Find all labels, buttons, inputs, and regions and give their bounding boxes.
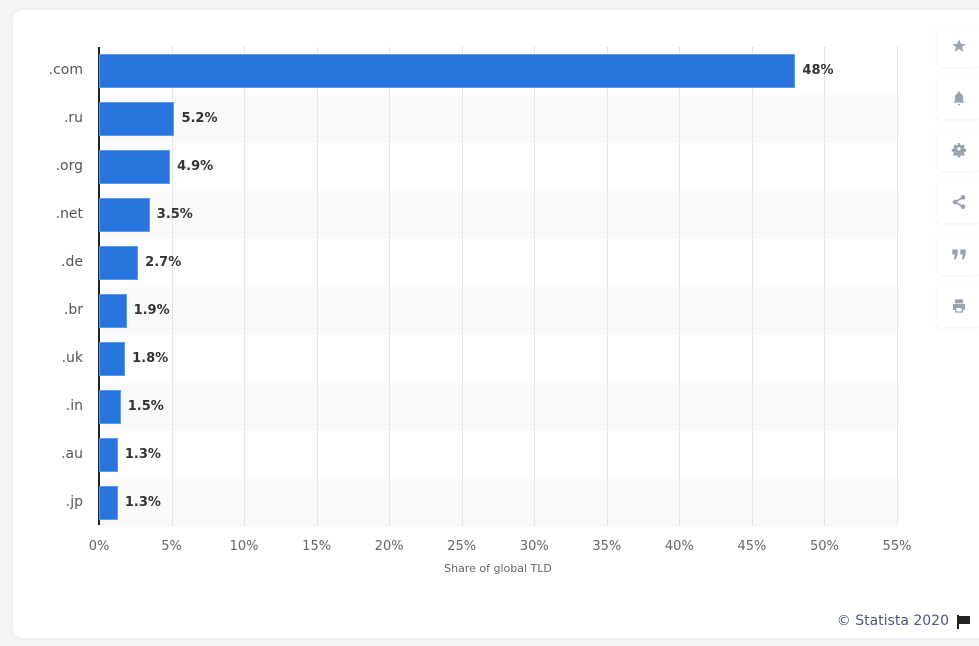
x-tick-label: 55%: [882, 539, 912, 554]
bar[interactable]: [99, 54, 796, 88]
grid-line: [606, 47, 608, 525]
x-tick-label: 50%: [810, 539, 839, 554]
star-icon: [952, 39, 966, 52]
bell-icon: [953, 91, 965, 106]
category-label: .uk: [61, 350, 83, 366]
x-tick-label: 10%: [229, 539, 259, 554]
value-label: 4.9%: [177, 159, 214, 174]
share-button[interactable]: [937, 181, 979, 223]
x-tick-label: 15%: [302, 539, 332, 554]
notification-button[interactable]: [937, 77, 979, 119]
settings-button[interactable]: [937, 129, 979, 171]
value-label: 48%: [802, 63, 834, 78]
value-label: 2.7%: [145, 255, 182, 270]
value-label: 1.3%: [124, 495, 161, 510]
bar[interactable]: [99, 198, 150, 232]
bar[interactable]: [99, 438, 118, 472]
statista-credit[interactable]: © Statista 2020: [836, 613, 949, 629]
grid-line: [679, 47, 681, 525]
share-icon: [952, 195, 966, 209]
value-label: 1.9%: [133, 303, 170, 318]
x-tick-label: 35%: [592, 539, 622, 554]
x-tick-label: 40%: [664, 539, 694, 554]
bar[interactable]: [99, 390, 121, 424]
category-label: .org: [55, 158, 83, 174]
grid-line: [171, 47, 173, 525]
quote-icon: [952, 249, 966, 260]
x-tick-label: 20%: [374, 539, 404, 554]
bar[interactable]: [99, 342, 126, 376]
row-stripe: [99, 479, 897, 527]
gear-icon: [951, 143, 967, 158]
flag-icon[interactable]: [956, 615, 972, 629]
grid-line: [751, 47, 753, 525]
category-label: .de: [61, 254, 83, 270]
value-label: 1.5%: [127, 399, 164, 414]
grid-line: [461, 47, 463, 525]
category-label: .jp: [65, 494, 83, 510]
bar[interactable]: [99, 246, 139, 280]
bar[interactable]: [99, 294, 127, 328]
favorite-button[interactable]: [937, 25, 979, 67]
row-stripe: [99, 191, 897, 239]
x-tick-label: 30%: [519, 539, 549, 554]
grid-line: [316, 47, 318, 525]
grid-line: [897, 47, 898, 525]
grid-line: [534, 47, 536, 525]
bar[interactable]: [99, 150, 171, 184]
value-label: 1.3%: [124, 447, 161, 462]
grid-line: [244, 47, 246, 525]
row-stripe: [99, 95, 897, 143]
x-axis-label: Share of global TLD: [444, 562, 552, 575]
category-label: .au: [61, 446, 83, 462]
row-stripe: [99, 287, 897, 335]
y-axis-line: [98, 47, 100, 525]
bar[interactable]: [99, 486, 118, 520]
category-label: .br: [63, 302, 83, 318]
grid-line: [389, 47, 391, 525]
x-tick-label: 25%: [447, 539, 477, 554]
category-label: .in: [65, 398, 83, 414]
value-label: 5.2%: [181, 111, 218, 126]
category-label: .com: [48, 62, 83, 78]
x-tick-label: 0%: [88, 539, 110, 554]
x-tick-label: 5%: [161, 539, 182, 554]
value-label: 1.8%: [132, 351, 169, 366]
category-label: .ru: [63, 110, 83, 126]
category-label: .net: [55, 206, 83, 222]
grid-line: [824, 47, 826, 525]
cite-button[interactable]: [937, 233, 979, 275]
print-button[interactable]: [937, 285, 979, 327]
value-label: 3.5%: [156, 207, 193, 222]
bar[interactable]: [99, 102, 175, 136]
x-tick-label: 45%: [737, 539, 767, 554]
row-stripe: [99, 383, 897, 431]
print-icon: [953, 299, 965, 313]
